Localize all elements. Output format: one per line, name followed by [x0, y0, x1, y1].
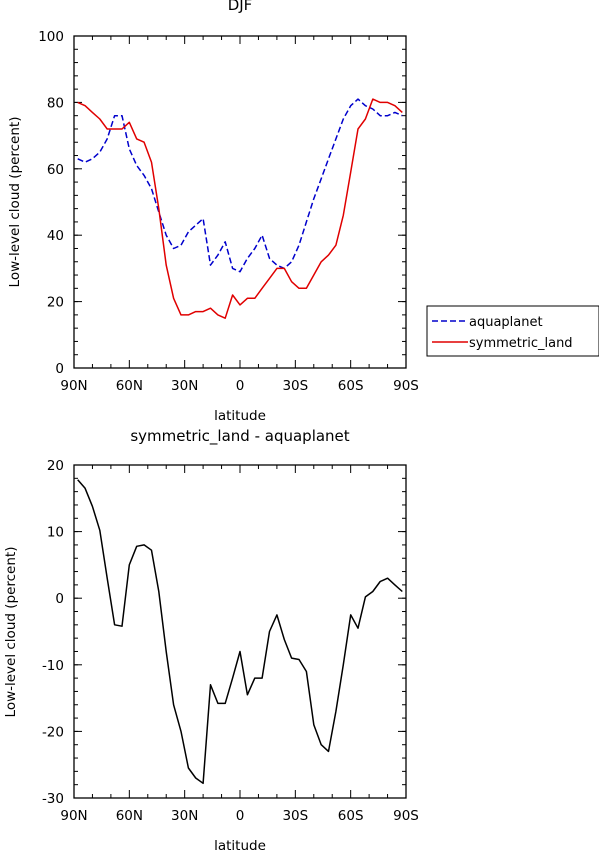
x-tick-label: 0	[236, 808, 245, 824]
y-tick-label: 20	[47, 295, 64, 311]
x-tick-label: 60N	[116, 808, 143, 824]
top-series-lines	[77, 98, 403, 319]
x-tick-label: 30S	[282, 808, 308, 824]
x-tick-label: 0	[236, 378, 245, 394]
x-tick-label: 90S	[393, 808, 419, 824]
y-tick-label: 0	[55, 361, 64, 377]
bottom-series-line-0	[77, 479, 403, 785]
y-tick-label: 0	[55, 591, 64, 607]
series-line-aquaplanet	[77, 98, 403, 273]
top-plot-frame	[73, 35, 407, 369]
x-tick-label: 30N	[171, 378, 198, 394]
bottom-panel: symmetric_land - aquaplanet Low-level cl…	[3, 427, 419, 851]
bottom-series-lines	[77, 479, 403, 785]
y-tick-label: -10	[42, 658, 64, 674]
y-tick-label: 20	[47, 458, 64, 474]
y-tick-label: 100	[38, 29, 64, 45]
legend-label-aquaplanet: aquaplanet	[469, 315, 543, 330]
x-tick-label: 30N	[171, 808, 198, 824]
y-tick-label: 40	[47, 228, 64, 244]
y-tick-label: 80	[47, 95, 64, 111]
bottom-y-axis-label: Low-level cloud (percent)	[3, 547, 19, 718]
x-tick-label: 60N	[116, 378, 143, 394]
series-line-symmetric-land	[77, 98, 403, 319]
x-tick-label: 90N	[60, 378, 87, 394]
top-panel: DJF Low-level cloud (percent) latitude 9…	[7, 0, 419, 424]
top-chart-title: DJF	[228, 0, 253, 14]
bottom-plot-frame	[73, 464, 407, 799]
x-tick-label: 30S	[282, 378, 308, 394]
y-tick-label: -30	[42, 791, 64, 807]
x-tick-label: 90S	[393, 378, 419, 394]
top-axis-ticks: 90N 60N 30N 0 30S 60S 90S 0 20 40 60 80 100	[38, 29, 419, 394]
bottom-x-axis-label: latitude	[214, 838, 266, 851]
top-x-axis-label: latitude	[214, 408, 266, 424]
y-tick-label: 10	[47, 525, 64, 541]
y-tick-label: -20	[42, 724, 64, 740]
bottom-axis-ticks: 90N 60N 30N 0 30S 60S 90S -30 -20 -10 0 10 20	[42, 458, 419, 824]
legend-box	[426, 305, 599, 357]
top-y-axis-label: Low-level cloud (percent)	[7, 117, 23, 288]
y-tick-label: 60	[47, 162, 64, 178]
legend: aquaplanet symmetric_land	[426, 305, 599, 357]
bottom-chart-title: symmetric_land - aquaplanet	[130, 427, 349, 446]
x-tick-label: 60S	[338, 378, 364, 394]
x-tick-label: 60S	[338, 808, 364, 824]
x-tick-label: 90N	[60, 808, 87, 824]
legend-label-symmetric-land: symmetric_land	[469, 336, 573, 351]
